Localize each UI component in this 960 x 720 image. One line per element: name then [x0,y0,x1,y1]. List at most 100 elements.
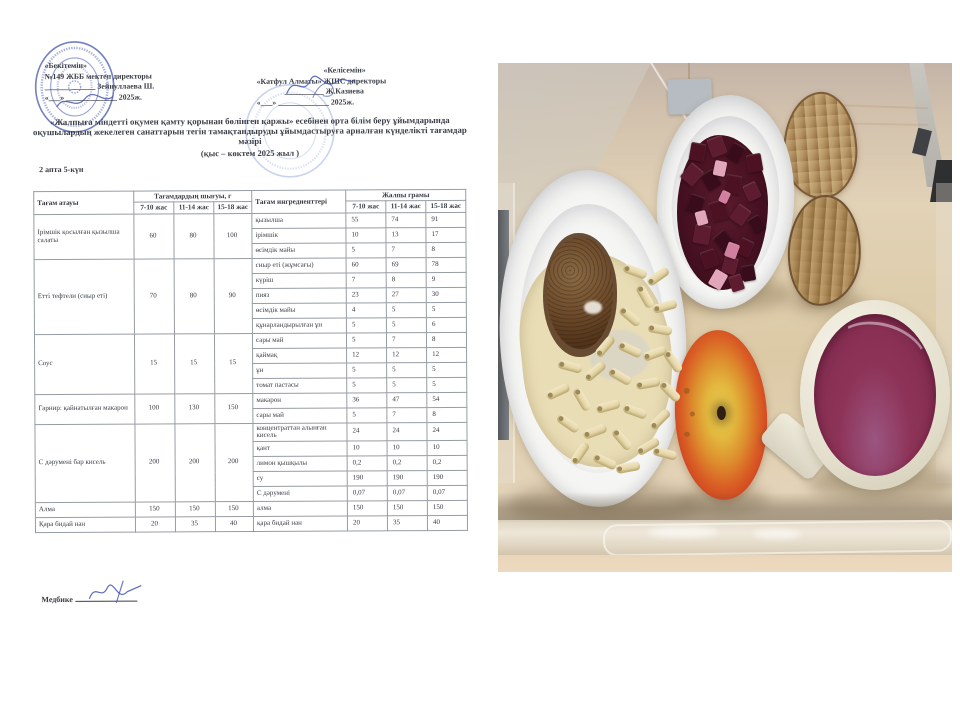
week-day-label: 2 апта 5-күн [39,164,84,175]
table-row: Қара бидай нан 20 35 40 қара бидай нан 20 35 40 [35,515,468,533]
ingredient-grams-cell: 5 [346,362,387,378]
dish-output-cell: 70 [134,258,175,334]
dish-output-cell: 150 [135,502,176,518]
ingredient-grams-cell: 13 [385,227,427,243]
ingredient-name-cell: пияз [252,287,347,304]
ingredient-grams-cell: 5 [426,301,467,318]
lunch-tray-photo [498,63,952,572]
ingredient-name-cell: ұн [252,362,347,379]
tray-inner-shadow [498,492,952,522]
ingredient-name-cell: қаймақ [252,347,347,364]
ingredient-grams-cell: 8 [426,241,467,258]
ingredient-grams-cell: 7 [386,332,427,348]
photo-corner-object [930,160,952,202]
ingredient-grams-cell: 5 [346,242,387,258]
dish-name-cell: Алма [35,502,136,518]
ingredient-grams-cell: 10 [345,227,387,243]
dish-output-cell: 130 [174,393,215,424]
ingredient-grams-cell: 36 [346,392,387,408]
apple-spot [683,387,690,394]
ingredient-grams-cell: 30 [426,286,467,303]
ingredient-grams-cell: 24 [386,422,428,442]
ingredient-grams-cell: 7 [386,407,427,423]
ingredient-grams-cell: 5 [386,377,427,393]
ingredient-name-cell: күріш [252,272,347,289]
ingredient-grams-cell: 0,07 [427,485,468,501]
dish-output-cell: 150 [215,501,254,517]
ingredient-name-cell: макарон [252,392,347,409]
ingredient-grams-cell: 4 [346,302,387,318]
ingredient-grams-cell: 5 [346,332,387,348]
ingredient-grams-cell: 91 [425,211,466,228]
ingredient-grams-cell: 12 [426,346,467,363]
ingredient-name-cell: өсімдік майы [252,242,347,259]
ingredient-grams-cell: 5 [426,361,467,378]
ingredient-name-cell: қызылша [251,212,346,229]
ingredient-grams-cell: 150 [387,500,428,517]
ingredient-name-cell: қара бидай нан [253,516,348,532]
salad-beet-cube [692,223,712,246]
dish-output-cell: 200 [174,423,216,503]
ingredient-grams-cell: 17 [425,226,467,243]
dish-output-cell: 20 [135,517,176,533]
col-output: Тағамдардың шығуы, г [133,190,252,203]
ingredient-grams-cell: 0,07 [387,485,428,502]
col-age-11-14: 11-14 жас [385,200,426,213]
ingredient-grams-cell: 27 [386,287,427,303]
ingredient-grams-cell: 0,2 [427,455,468,471]
plastic-highlight [648,526,718,538]
apple-spot [689,411,696,417]
table-row: С дәрумені бар кисель 200 200 200 концентрат… [34,421,468,503]
ingredient-grams-cell: 35 [387,515,428,532]
ingredient-name-cell: сиыр еті (жұмсағы) [252,257,347,274]
approve-word: «Бекітемін» [44,60,87,71]
ingredient-grams-cell: 7 [386,242,427,258]
col-dish-name: Тағам атауы [33,191,134,215]
ingredient-name-cell: сары май [252,332,347,349]
ingredient-grams-cell: 54 [426,391,467,408]
ingredient-name-cell: құнарландырылған ұн [252,317,347,334]
meatball [547,237,613,349]
dish-output-cell: 80 [174,258,215,334]
ingredient-grams-cell: 69 [386,257,427,273]
ingredient-grams-cell: 9 [426,271,467,288]
ingredient-grams-cell: 190 [427,470,468,486]
approve-director: №149 ЖББ мектеп директоры [44,71,152,81]
scanned-menu-document: «Бекітемін» №149 ЖББ мектеп директоры __… [30,39,471,641]
dish-name-cell: Ірімшік қосылған қызылша салаты [33,213,135,260]
document-title: «Жалпыға міндетті оқумен қамту қорынан б… [33,114,467,147]
dish-output-cell: 150 [214,393,253,424]
apple [670,327,772,503]
ingredient-grams-cell: 150 [427,500,468,516]
col-age-7-10: 7-10 жас [345,201,386,213]
ingredient-grams-cell: 10 [427,440,468,456]
approve-name-line: _____________ Зейнуллаева Ш. [44,81,155,92]
nurse-signature [88,580,142,603]
dish-output-cell: 200 [214,423,254,502]
salad-beet-cube [740,263,757,283]
ingredient-grams-cell: 5 [386,362,427,378]
apple-core [716,405,727,421]
ingredient-grams-cell: 24 [426,421,468,441]
dish-name-cell: Гарнир: қайнатылған макарон [34,393,135,425]
col-age-15-18: 15-18 жас [213,201,252,214]
dish-output-cell: 90 [214,258,253,334]
dish-output-cell: 40 [215,516,254,532]
ingredient-name-cell: томат пастасы [252,377,347,394]
ingredient-grams-cell: 47 [386,392,427,408]
ingredient-grams-cell: 8 [426,331,467,348]
col-age-11-14: 11-14 жас [173,201,214,214]
ingredient-grams-cell: 5 [386,302,427,318]
ingredient-grams-cell: 190 [347,471,388,487]
ingredient-grams-cell: 24 [346,422,388,442]
dish-output-cell: 15 [214,333,253,394]
sauce-highlight [584,301,602,314]
ingredient-grams-cell: 150 [347,501,388,517]
ingredient-name-cell: су [253,471,348,487]
salad-beet-cube [688,141,707,163]
ingredient-grams-cell: 60 [346,257,387,273]
ingredient-name-cell: ірімшік [251,227,347,244]
ingredient-grams-cell: 55 [345,212,386,228]
apple-spot [683,431,691,437]
document-title-block: «Жалпыға міндетті оқумен қамту қорынан б… [31,115,469,159]
